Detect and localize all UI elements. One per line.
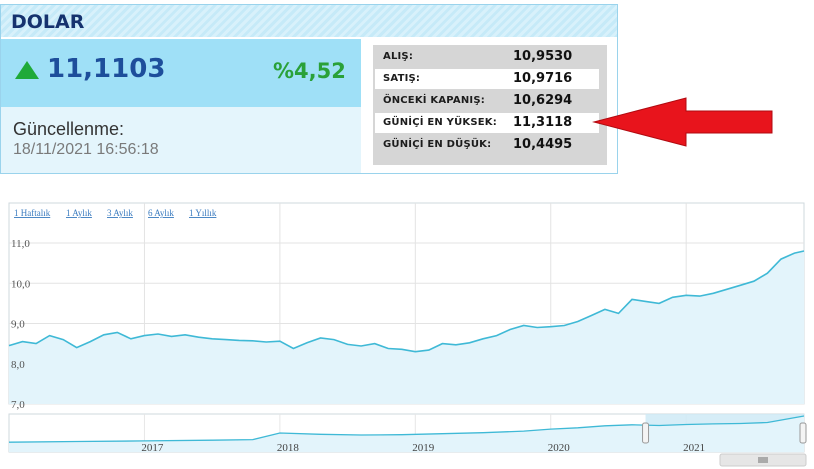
stat-row-prev-close: ÖNCEKİ KAPANIŞ: 10,6294 — [375, 91, 599, 111]
price-box: 11,1103 %4,52 — [1, 39, 361, 107]
update-time: 18/11/2021 16:56:18 — [13, 141, 159, 158]
y-tick-label: 7,0 — [11, 399, 25, 411]
range-button[interactable]: 1 Yıllık — [189, 208, 217, 218]
x-tick-label: 2020 — [548, 442, 571, 454]
navigator-handle[interactable] — [799, 422, 807, 444]
x-tick-label: 2017 — [141, 442, 164, 454]
y-tick-label: 9,0 — [11, 319, 25, 331]
x-tick-label: 2018 — [277, 442, 300, 454]
change-percent: %4,52 — [273, 59, 346, 83]
update-label: Güncellenme: — [13, 119, 125, 139]
navigator-area — [9, 416, 804, 452]
stat-label: ALIŞ: — [383, 51, 414, 62]
currency-title: DOLAR — [11, 11, 85, 33]
stat-label: ÖNCEKİ KAPANIŞ: — [383, 95, 485, 106]
stat-row-day-low: GÜNİÇİ EN DÜŞÜK: 10,4495 — [375, 135, 599, 155]
title-bar: DOLAR — [1, 5, 617, 37]
stat-value: 10,6294 — [513, 93, 573, 108]
range-button[interactable]: 1 Aylık — [66, 208, 92, 218]
stat-value: 10,9530 — [513, 49, 573, 64]
stat-label: SATIŞ: — [383, 73, 421, 84]
range-button[interactable]: 1 Haftalık — [14, 208, 51, 218]
navigator-handle[interactable] — [642, 422, 650, 444]
currency-panel: DOLAR 11,1103 %4,52 Güncellenme: 18/11/2… — [0, 4, 618, 174]
y-tick-label: 8,0 — [11, 359, 25, 371]
current-price: 11,1103 — [47, 54, 166, 84]
update-box: Güncellenme: 18/11/2021 16:56:18 — [1, 107, 361, 173]
stat-value: 11,3118 — [513, 115, 573, 130]
stat-label: GÜNİÇİ EN DÜŞÜK: — [383, 139, 492, 150]
stat-row-day-high: GÜNİÇİ EN YÜKSEK: 11,3118 — [375, 113, 599, 133]
stat-row-sell: SATIŞ: 10,9716 — [375, 69, 599, 89]
stat-value: 10,9716 — [513, 71, 573, 86]
stat-row-buy: ALIŞ: 10,9530 — [375, 47, 599, 67]
series-area — [9, 251, 804, 404]
stat-value: 10,4495 — [513, 137, 573, 152]
arrow-up-icon — [15, 61, 39, 79]
range-button[interactable]: 3 Aylık — [107, 208, 133, 218]
y-tick-label: 11,0 — [11, 238, 30, 250]
y-tick-label: 10,0 — [11, 278, 31, 290]
stats-table: ALIŞ: 10,9530 SATIŞ: 10,9716 ÖNCEKİ KAPA… — [373, 45, 607, 165]
range-button[interactable]: 6 Aylık — [148, 208, 174, 218]
x-tick-label: 2019 — [412, 442, 435, 454]
price-chart[interactable]: 11,0 10,0 9,0 8,0 7,0 1 Haftalık 1 Aylık 3 Ayl… — [0, 200, 814, 469]
red-arrow-annotation — [592, 97, 773, 147]
x-tick-label: 2021 — [683, 442, 705, 454]
stat-label: GÜNİÇİ EN YÜKSEK: — [383, 117, 497, 128]
navigator-line — [8, 415, 805, 443]
scrollbar-grip[interactable] — [758, 457, 768, 463]
series-line — [8, 250, 805, 353]
